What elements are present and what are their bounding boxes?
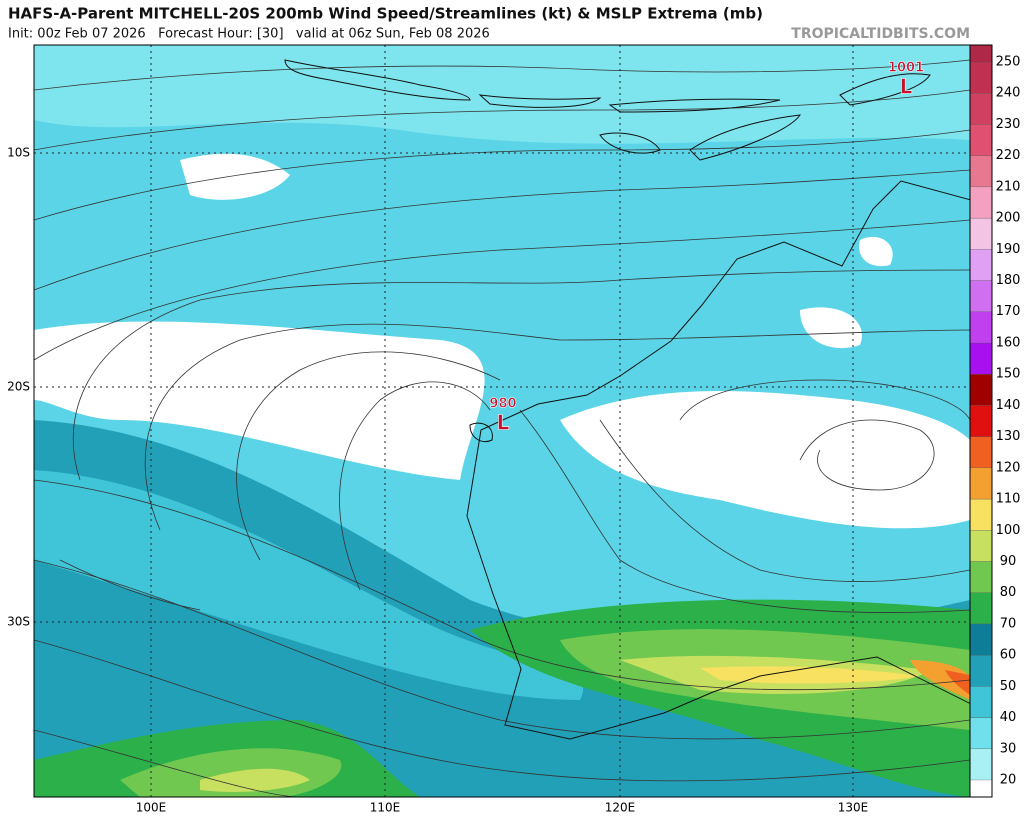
colorbar-band: [969, 592, 993, 625]
colorbar-band: [969, 436, 993, 468]
colorbar-label: 200: [996, 211, 1021, 226]
colorbar-band: [969, 748, 993, 781]
colorbar-band: [969, 561, 993, 593]
colorbar-band: [969, 186, 993, 219]
colorbar-band: [969, 405, 993, 437]
colorbar-band: [969, 342, 993, 375]
lat-label: 20S: [7, 380, 30, 394]
colorbar-band: [969, 93, 993, 125]
colorbar-band: [970, 780, 992, 797]
coastlines: [284, 59, 970, 740]
colorbar-label: 60: [1000, 648, 1017, 663]
low-symbol: L: [497, 411, 510, 435]
colorbar-band: [969, 124, 993, 156]
colorbar-label: 30: [1000, 741, 1017, 756]
lon-label: 130E: [838, 801, 869, 815]
colorbar-label: 230: [996, 117, 1021, 132]
colorbar-band: [969, 467, 993, 500]
colorbar-label: 150: [996, 367, 1021, 382]
colorbar-band: [969, 374, 993, 406]
colorbar-label: 100: [996, 523, 1021, 538]
colorbar-label: 190: [996, 242, 1021, 257]
colorbar-label: 90: [1000, 554, 1017, 569]
low-pressure: 1001: [888, 61, 924, 76]
colorbar-label: 70: [1000, 616, 1017, 631]
subtitle: Init: 00z Feb 07 2026 Forecast Hour: [30…: [8, 27, 490, 42]
colorbar-band: [969, 498, 993, 531]
colorbar-label: 250: [996, 55, 1021, 70]
colorbar-label: 130: [996, 429, 1021, 444]
low-symbol: L: [900, 75, 913, 99]
colorbar-label: 240: [996, 86, 1021, 101]
colorbar-label: 220: [996, 148, 1021, 163]
colorbar-label: 20: [1000, 773, 1017, 788]
colorbar-label: 140: [996, 398, 1021, 413]
colorbar-label: 50: [1000, 679, 1017, 694]
colorbar-band: [969, 280, 993, 312]
colorbar-label: 120: [996, 460, 1021, 475]
colorbar-band: [969, 311, 993, 344]
colorbar-band: [969, 686, 993, 718]
colorbar-label: 160: [996, 335, 1021, 350]
colorbar-band: [969, 530, 993, 562]
colorbar-band: [969, 61, 993, 94]
lon-label: 100E: [136, 801, 167, 815]
title: HAFS-A-Parent MITCHELL-20S 200mb Wind Sp…: [8, 5, 763, 23]
lon-label: 120E: [605, 801, 636, 815]
colorbar-label: 180: [996, 273, 1021, 288]
colorbar-band: [969, 717, 993, 749]
colorbar-band: [969, 623, 993, 656]
streamlines: [34, 59, 970, 797]
map-field: [34, 45, 970, 797]
colorbar-band: [969, 217, 993, 250]
lon-label: 110E: [370, 801, 401, 815]
colorbar-label: 170: [996, 304, 1021, 319]
lat-label: 10S: [7, 146, 30, 160]
colorbar: 20 30 40 50 60 70 80 90 100 110 120 130 140 150 160 170…: [969, 44, 1021, 798]
colorbar-band: [969, 249, 993, 281]
graticule: [34, 45, 970, 797]
colorbar-label: 210: [996, 179, 1021, 194]
colorbar-frame: [969, 44, 993, 798]
lat-label: 30S: [7, 615, 30, 629]
colorbar-band: [969, 44, 993, 63]
low-pressure: 980: [489, 397, 516, 412]
colorbar-label: 40: [1000, 710, 1017, 725]
colorbar-label: 80: [1000, 585, 1017, 600]
watermark: TROPICALTIDBITS.COM: [791, 26, 970, 42]
colorbar-label: 110: [996, 492, 1021, 507]
colorbar-band: [969, 155, 993, 188]
colorbar-band: [969, 654, 993, 687]
